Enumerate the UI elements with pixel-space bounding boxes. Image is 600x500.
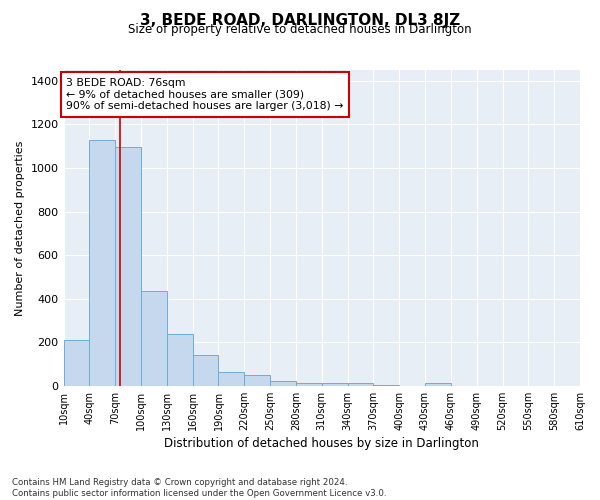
Bar (193, 356, 218, 386)
Bar (270, 381, 296, 386)
Text: Contains HM Land Registry data © Crown copyright and database right 2024.
Contai: Contains HM Land Registry data © Crown c… (12, 478, 386, 498)
Bar (167, 334, 193, 386)
Bar (347, 382, 373, 386)
Bar (64, 340, 89, 386)
X-axis label: Distribution of detached houses by size in Darlington: Distribution of detached houses by size … (164, 437, 479, 450)
Bar (244, 376, 270, 386)
Bar (322, 382, 347, 386)
Bar (218, 372, 244, 386)
Text: Size of property relative to detached houses in Darlington: Size of property relative to detached ho… (128, 22, 472, 36)
Bar (296, 382, 322, 386)
Y-axis label: Number of detached properties: Number of detached properties (15, 140, 25, 316)
Bar (373, 385, 399, 386)
Bar (141, 291, 167, 386)
Bar (425, 383, 451, 386)
Text: 3 BEDE ROAD: 76sqm
← 9% of detached houses are smaller (309)
90% of semi-detache: 3 BEDE ROAD: 76sqm ← 9% of detached hous… (66, 78, 343, 111)
Bar (89, 140, 115, 386)
Bar (115, 148, 141, 386)
Text: 3, BEDE ROAD, DARLINGTON, DL3 8JZ: 3, BEDE ROAD, DARLINGTON, DL3 8JZ (140, 12, 460, 28)
